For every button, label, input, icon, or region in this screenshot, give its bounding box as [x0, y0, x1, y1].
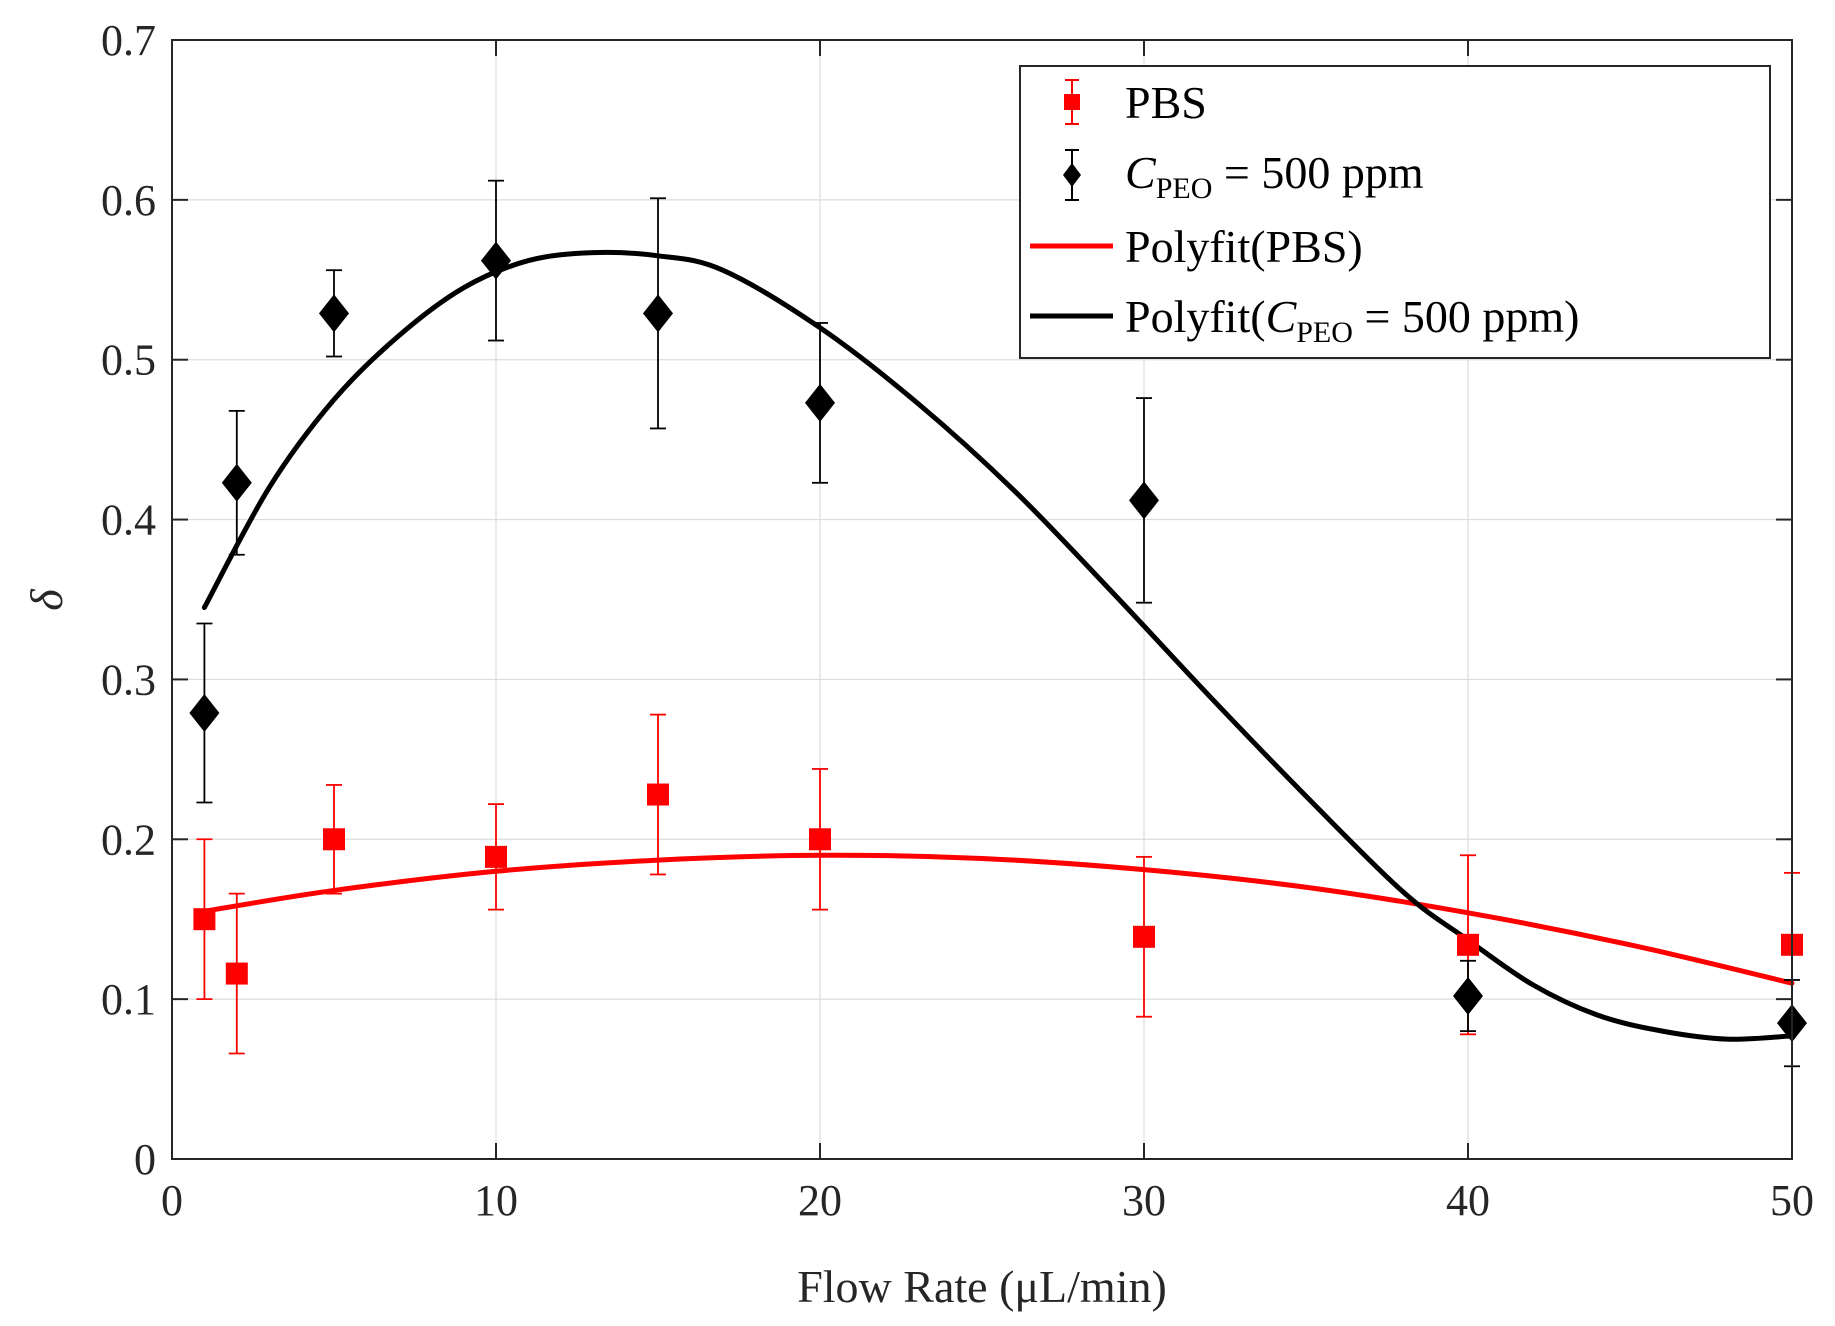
y-tick-label: 0.4 — [101, 496, 156, 545]
fit-lines — [201, 249, 1795, 1042]
legend-peo-symbol: C — [1125, 147, 1157, 198]
marker-peo — [221, 463, 252, 502]
marker-pbs — [193, 908, 216, 931]
marker-pbs — [485, 845, 507, 868]
marker-pbs — [1133, 925, 1155, 948]
y-tick-label: 0.3 — [101, 655, 156, 704]
legend-fit-peo-prefix: Polyfit( — [1125, 291, 1266, 342]
legend-peo-label: CPEO = 500 ppm — [1125, 147, 1424, 205]
marker-peo — [481, 241, 511, 280]
x-tick-label: 40 — [1446, 1176, 1490, 1225]
legend-peo-marker — [1063, 163, 1081, 187]
data-markers — [189, 241, 1807, 1043]
x-tick-label: 10 — [474, 1176, 518, 1225]
y-tick-label: 0.5 — [101, 336, 156, 385]
legend-entry-fit-peo: Polyfit(CPEO = 500 ppm) — [1030, 291, 1579, 349]
marker-peo — [1129, 481, 1159, 520]
marker-pbs — [809, 828, 831, 851]
marker-pbs — [1457, 933, 1479, 956]
marker-peo — [1453, 976, 1483, 1015]
legend-peo-rest: = 500 ppm — [1212, 147, 1423, 198]
marker-peo — [643, 294, 673, 333]
y-tick-label: 0.2 — [101, 815, 156, 864]
legend-fit-peo-subscript: PEO — [1296, 316, 1353, 349]
x-tick-label: 20 — [798, 1176, 842, 1225]
ticks: 0 10 20 30 40 50 0 0.1 0.2 0.3 0.4 0.5 0.6 0.7 — [101, 16, 1814, 1225]
y-tick-label: 0 — [134, 1135, 156, 1184]
marker-pbs — [323, 828, 345, 851]
legend-fit-peo-symbol: C — [1266, 291, 1298, 342]
fit-line-pbs — [201, 852, 1795, 986]
legend-pbs-marker — [1064, 94, 1080, 110]
plot-frame — [171, 39, 1793, 1160]
y-axis-label: δ — [21, 589, 72, 611]
x-tick-label: 0 — [161, 1176, 183, 1225]
legend-entry-peo: CPEO = 500 ppm — [1063, 147, 1424, 205]
legend-fit-peo-label: Polyfit(CPEO = 500 ppm) — [1125, 291, 1579, 349]
marker-peo — [805, 383, 835, 422]
x-axis-label: Flow Rate (μL/min) — [797, 1261, 1167, 1312]
legend-peo-subscript: PEO — [1156, 172, 1213, 205]
marker-peo — [319, 294, 349, 333]
legend-entry-fit-pbs: Polyfit(PBS) — [1030, 221, 1363, 272]
legend-fit-peo-rest: = 500 ppm) — [1353, 291, 1580, 342]
y-tick-label: 0.7 — [101, 16, 156, 65]
legend-box — [1019, 65, 1771, 359]
y-tick-label: 0.6 — [101, 176, 156, 225]
legend-fit-pbs-label: Polyfit(PBS) — [1125, 221, 1363, 272]
legend-entry-pbs: PBS — [1064, 77, 1207, 128]
marker-pbs — [225, 962, 248, 985]
legend: PBS CPEO = 500 ppm Polyfit(PBS) Polyfit(… — [1019, 65, 1771, 359]
fit-line-peo — [201, 249, 1795, 1042]
marker-pbs — [647, 783, 669, 806]
y-tick-label: 0.1 — [101, 975, 156, 1024]
x-tick-label: 30 — [1122, 1176, 1166, 1225]
marker-peo — [189, 693, 220, 732]
legend-pbs-label: PBS — [1125, 77, 1207, 128]
x-tick-label: 50 — [1770, 1176, 1814, 1225]
